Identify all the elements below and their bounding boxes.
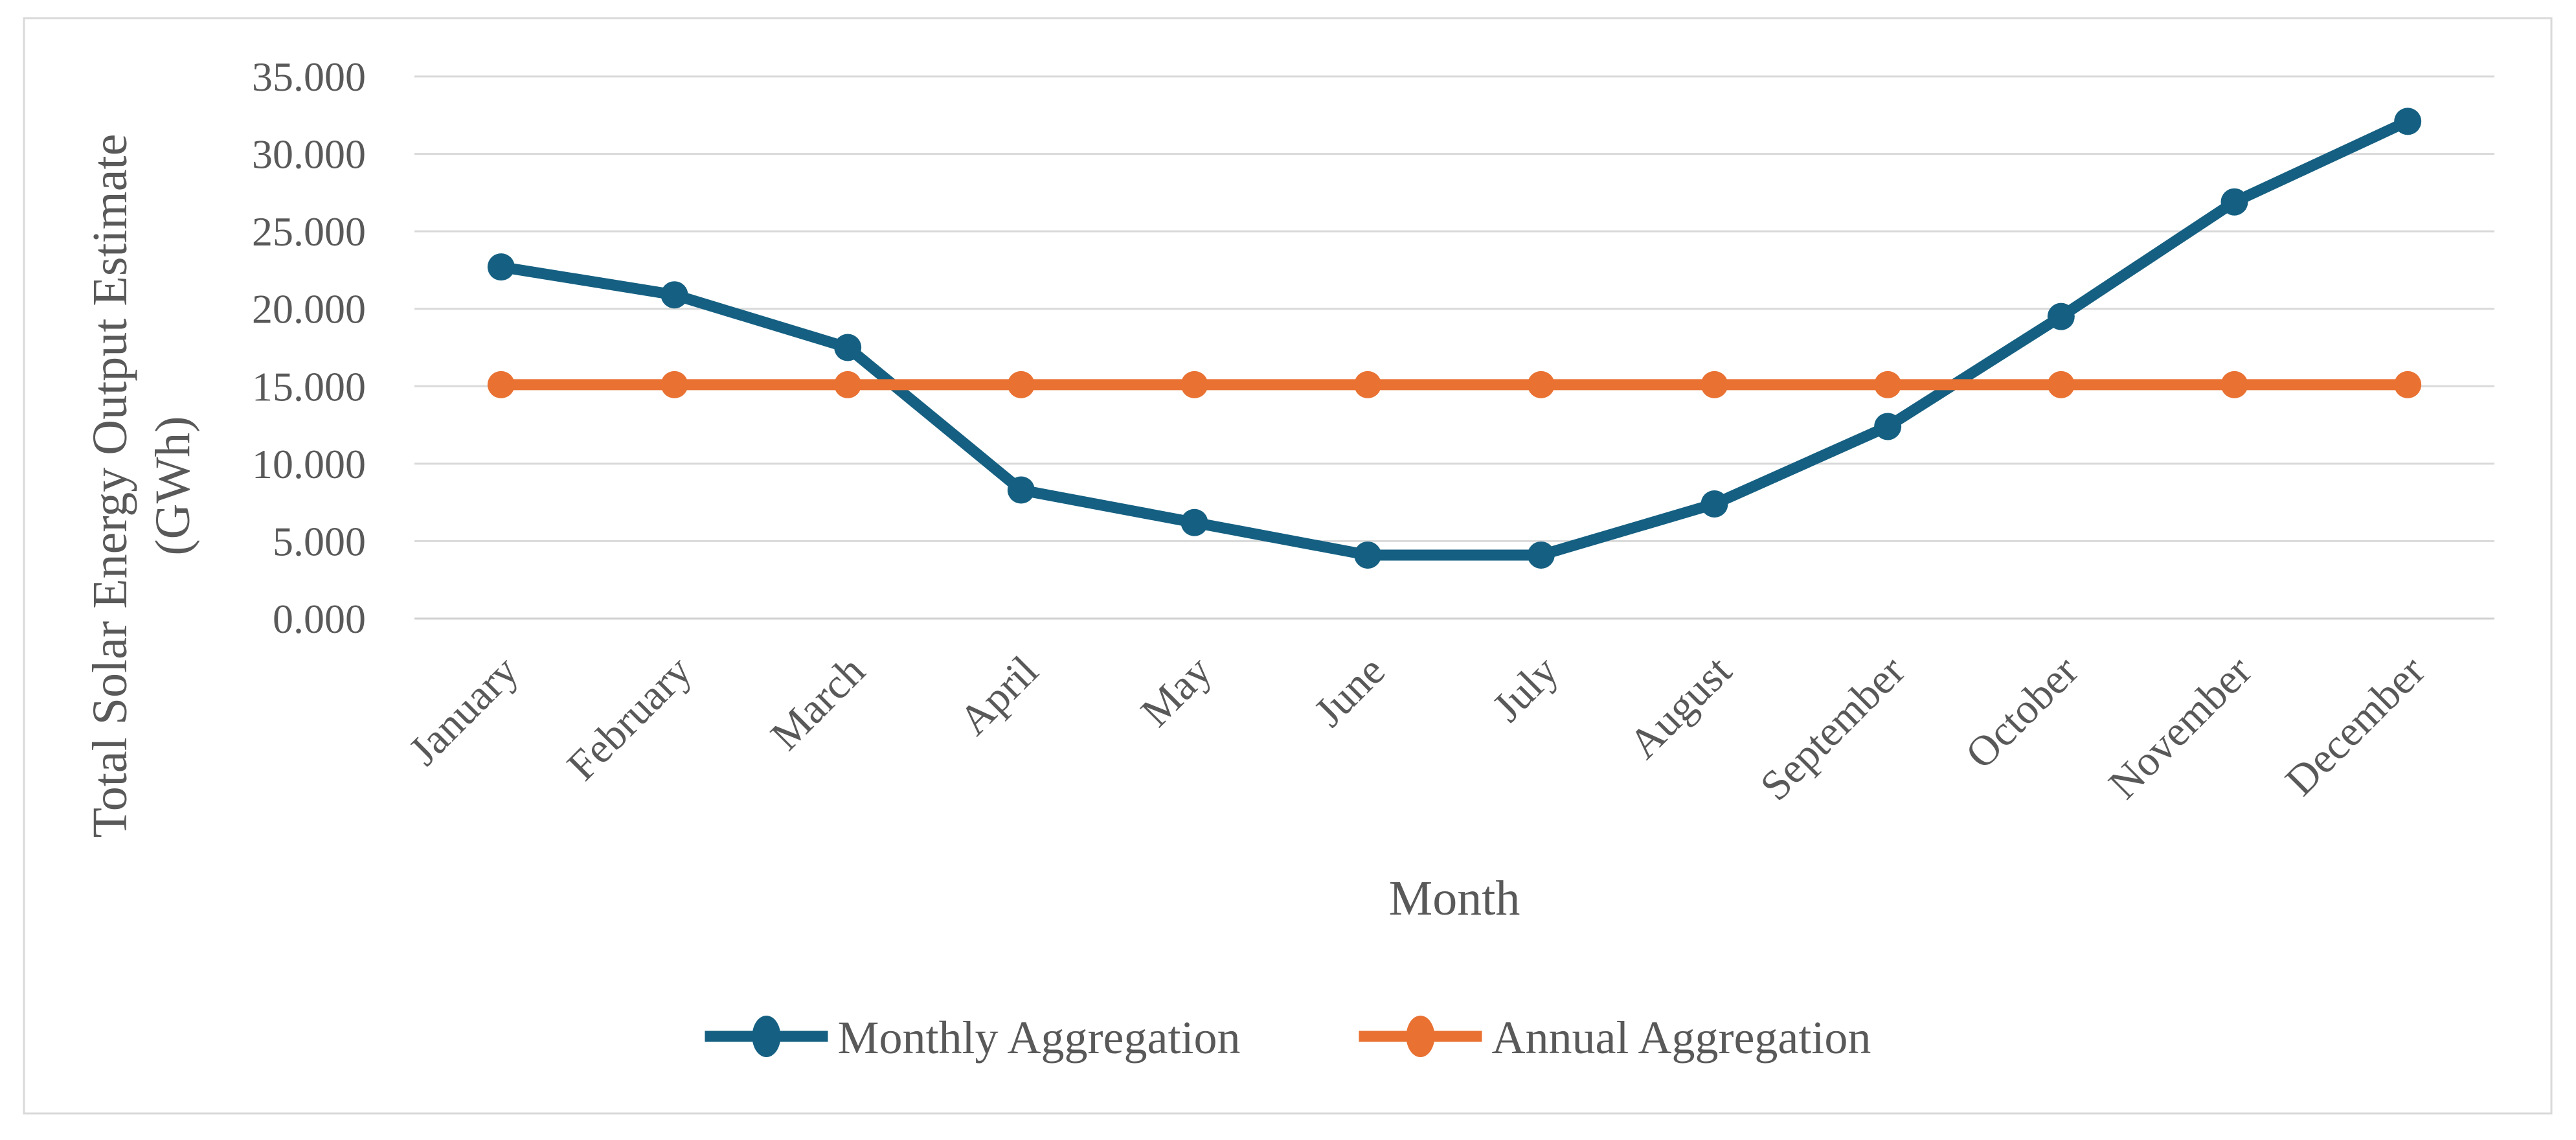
y-tick-label: 10.000: [252, 441, 366, 487]
monthly-aggregation-marker: [834, 334, 862, 361]
monthly-aggregation-marker: [1354, 541, 1382, 569]
monthly-aggregation-line: [495, 115, 2413, 561]
legend-item-annual-aggregation: Annual Aggregation: [1359, 1012, 1871, 1064]
y-tick-label: 30.000: [252, 131, 366, 177]
monthly-aggregation-marker: [1874, 413, 1902, 440]
annual-aggregation-marker: [1874, 370, 1902, 398]
y-axis-title-line: (GWh): [146, 416, 200, 555]
legend-key-marker: [1406, 1016, 1435, 1057]
annual-aggregation-marker: [2220, 370, 2248, 398]
annual-aggregation-marker: [1181, 370, 1208, 398]
annual-aggregation-marker: [661, 370, 688, 398]
annual-aggregation-marker: [487, 370, 515, 398]
y-axis-title-line: Total Solar Energy Output Estimate: [83, 134, 137, 838]
annual-aggregation-marker: [2394, 370, 2422, 398]
monthly-aggregation-marker: [2394, 108, 2422, 135]
y-tick-label: 5.000: [273, 518, 366, 564]
series-monthly-aggregation: [487, 108, 2422, 569]
legend-key-marker: [752, 1016, 781, 1057]
monthly-aggregation-marker: [2047, 302, 2075, 330]
monthly-aggregation-marker: [661, 281, 688, 309]
monthly-aggregation-marker: [1007, 476, 1035, 504]
monthly-aggregation-marker: [1527, 541, 1555, 569]
y-tick-label: 25.000: [252, 209, 366, 255]
monthly-aggregation-marker: [487, 253, 515, 281]
annual-aggregation-marker: [1527, 370, 1555, 398]
y-axis-title: Total Solar Energy Output Estimate (GWh): [83, 134, 200, 838]
annual-aggregation-marker: [2047, 370, 2075, 398]
monthly-aggregation-marker: [2220, 188, 2248, 216]
series-annual-aggregation: [487, 370, 2422, 398]
legend-item-monthly-aggregation: Monthly Aggregation: [705, 1012, 1241, 1064]
annual-aggregation-marker: [1007, 370, 1035, 398]
y-tick-label: 35.000: [252, 54, 366, 100]
x-axis-title: Month: [1389, 871, 1520, 926]
y-axis-tick-labels: 0.000 5.000 10.000 15.000 20.000 25.000 30.000…: [252, 54, 366, 642]
chart-border: [23, 17, 2553, 1115]
y-tick-label: 15.000: [252, 363, 366, 409]
legend-item-label: Monthly Aggregation: [838, 1012, 1241, 1064]
monthly-aggregation-marker: [1181, 508, 1208, 536]
annual-aggregation-marker: [1354, 370, 1382, 398]
annual-aggregation-marker: [1700, 370, 1728, 398]
y-tick-label: 20.000: [252, 286, 366, 332]
monthly-aggregation-marker: [1700, 490, 1728, 518]
y-tick-label: 0.000: [273, 596, 366, 642]
legend: Monthly Aggregation Annual Aggregation: [705, 1012, 1871, 1064]
annual-aggregation-marker: [834, 370, 862, 398]
legend-item-label: Annual Aggregation: [1492, 1012, 1871, 1064]
